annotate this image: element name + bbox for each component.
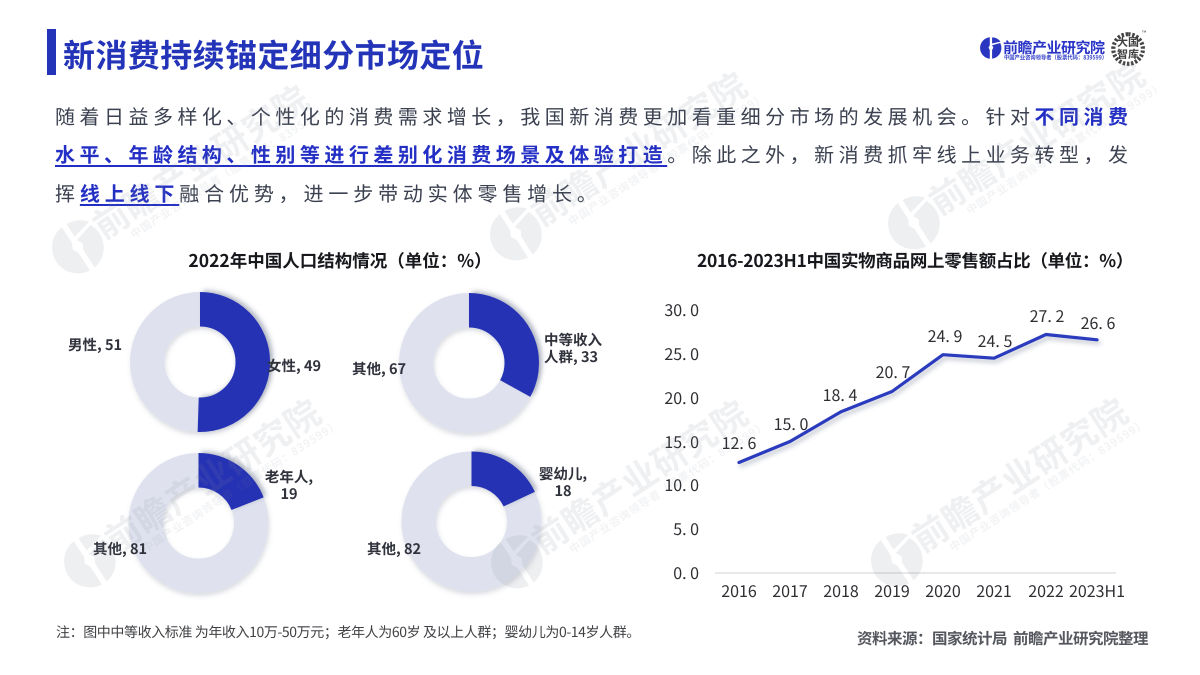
svg-text:智库: 智库 bbox=[1117, 46, 1139, 62]
svg-text:™: ™ bbox=[1142, 30, 1147, 36]
svg-text:大国: 大国 bbox=[1117, 34, 1139, 50]
